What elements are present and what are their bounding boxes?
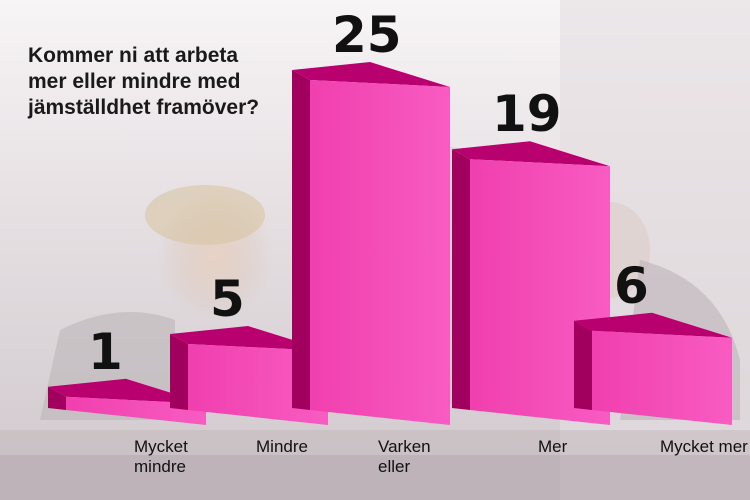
bar-side-1 [170, 334, 188, 410]
category-label-0-line-2: mindre [134, 457, 186, 476]
bar-side-3 [452, 149, 470, 410]
bar-2 [310, 80, 450, 425]
bar-side-2 [292, 70, 310, 410]
chart-title-line-2: mer eller mindre med [28, 70, 240, 93]
chart-title-line-3: jämställdhet framöver? [27, 96, 259, 119]
category-label-3: Mer [538, 437, 568, 456]
bar-top-1 [170, 326, 328, 351]
value-label-4: 6 [614, 257, 649, 315]
chart-title-line-1: Kommer ni att arbeta [28, 44, 238, 67]
bar-side-0 [48, 386, 66, 410]
category-label-0-line-1: Mycket [134, 437, 188, 456]
bar-4 [592, 330, 732, 425]
bar-top-2 [292, 62, 450, 87]
category-label-2-line-1: Varken [378, 437, 431, 456]
category-label-2-line-2: eller [378, 457, 410, 476]
value-label-2: 25 [332, 6, 402, 64]
value-label-3: 19 [492, 85, 562, 143]
bar-top-3 [452, 141, 610, 167]
category-label-4: Mycket mer [660, 437, 748, 456]
bar-side-4 [574, 320, 592, 410]
category-label-1: Mindre [256, 437, 308, 456]
value-label-0: 1 [88, 323, 123, 381]
bar-top-0 [48, 378, 206, 404]
value-label-1: 5 [210, 270, 245, 328]
bar-top-4 [574, 312, 732, 338]
